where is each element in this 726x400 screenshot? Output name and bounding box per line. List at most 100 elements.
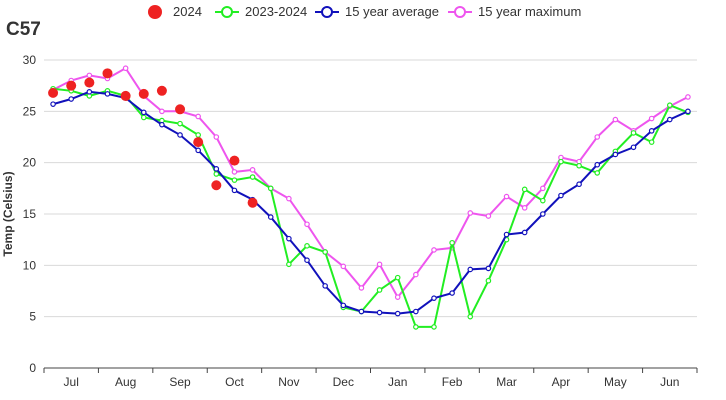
data-point[interactable] [612,151,619,158]
data-point[interactable] [104,91,111,97]
data-point[interactable] [467,210,474,216]
data-point[interactable] [485,213,492,219]
data-point[interactable] [485,277,492,284]
data-point[interactable] [48,87,59,98]
data-point[interactable] [231,187,238,194]
data-point[interactable] [394,294,401,300]
data-point[interactable] [431,295,437,301]
data-point[interactable] [394,274,401,281]
data-point[interactable] [540,211,546,217]
data-point[interactable] [66,80,77,91]
data-point[interactable] [304,257,310,264]
data-point[interactable] [267,185,274,192]
data-point[interactable] [340,302,347,309]
data-point[interactable] [630,130,637,136]
data-point[interactable] [576,162,582,169]
data-point[interactable] [195,132,201,138]
data-point[interactable] [231,177,238,183]
x-tick-label: Mar [496,375,517,389]
data-point[interactable] [558,192,564,199]
data-point[interactable] [521,229,528,236]
data-point[interactable] [594,161,601,168]
data-point[interactable] [286,195,292,202]
data-point[interactable] [666,116,673,123]
data-point[interactable] [431,247,437,253]
data-point[interactable] [685,108,691,115]
data-point[interactable] [195,113,201,120]
data-point[interactable] [86,89,93,95]
data-point[interactable] [213,166,220,172]
data-point[interactable] [102,68,113,79]
data-point[interactable] [156,85,167,96]
data-point[interactable] [213,171,220,177]
data-point[interactable] [376,309,383,316]
data-point[interactable] [485,265,492,272]
data-point[interactable] [358,308,365,315]
data-point[interactable] [413,271,419,278]
data-point[interactable] [413,324,419,330]
data-point[interactable] [286,235,292,242]
data-point[interactable] [521,186,528,193]
data-point[interactable] [195,147,201,154]
data-point[interactable] [120,90,131,101]
data-point[interactable] [175,104,186,115]
data-point[interactable] [122,65,129,72]
legend-item[interactable]: 2023-2024 [215,4,307,19]
data-point[interactable] [249,167,256,173]
data-point[interactable] [540,185,546,192]
legend-item[interactable]: 15 year average [315,4,439,19]
data-point[interactable] [50,101,56,107]
data-point[interactable] [630,144,637,151]
data-point[interactable] [358,285,365,291]
data-point[interactable] [594,170,601,176]
data-point[interactable] [612,116,619,123]
data-point[interactable] [376,261,383,268]
data-point[interactable] [449,290,455,296]
data-point[interactable] [648,128,655,134]
data-point[interactable] [247,197,258,208]
legend-item[interactable]: 15 year maximum [448,4,581,19]
data-point[interactable] [304,221,310,228]
data-point[interactable] [685,94,691,100]
data-point[interactable] [648,139,655,145]
data-point[interactable] [86,72,93,79]
data-point[interactable] [322,283,328,289]
data-point[interactable] [138,88,149,99]
data-point[interactable] [267,214,274,220]
data-point[interactable] [431,324,437,330]
data-point[interactable] [340,263,347,270]
data-point[interactable] [322,249,328,255]
data-point[interactable] [229,155,240,166]
data-point[interactable] [304,243,310,249]
data-point[interactable] [666,102,673,108]
data-point[interactable] [467,266,474,273]
data-point[interactable] [211,180,222,191]
data-point[interactable] [521,205,528,211]
data-point[interactable] [394,310,401,317]
data-point[interactable] [140,109,147,116]
data-point[interactable] [467,313,474,320]
data-point[interactable] [159,121,165,128]
data-point[interactable] [159,108,165,115]
data-point[interactable] [84,77,95,88]
data-point[interactable] [286,261,292,268]
data-point[interactable] [503,193,510,200]
data-point[interactable] [68,96,75,102]
data-point[interactable] [376,287,383,293]
data-point[interactable] [231,169,238,175]
data-point[interactable] [540,197,546,204]
legend-item[interactable]: 2024 [148,4,202,19]
data-point[interactable] [594,134,601,140]
data-point[interactable] [558,158,564,165]
data-point[interactable] [249,174,256,180]
data-point[interactable] [449,239,455,246]
data-point[interactable] [177,132,183,138]
data-point[interactable] [213,134,220,140]
data-point[interactable] [140,114,147,121]
data-point[interactable] [576,181,582,188]
data-point[interactable] [648,115,655,122]
data-point[interactable] [177,120,183,127]
data-point[interactable] [413,308,419,315]
data-point[interactable] [503,231,510,238]
data-point[interactable] [193,137,204,148]
